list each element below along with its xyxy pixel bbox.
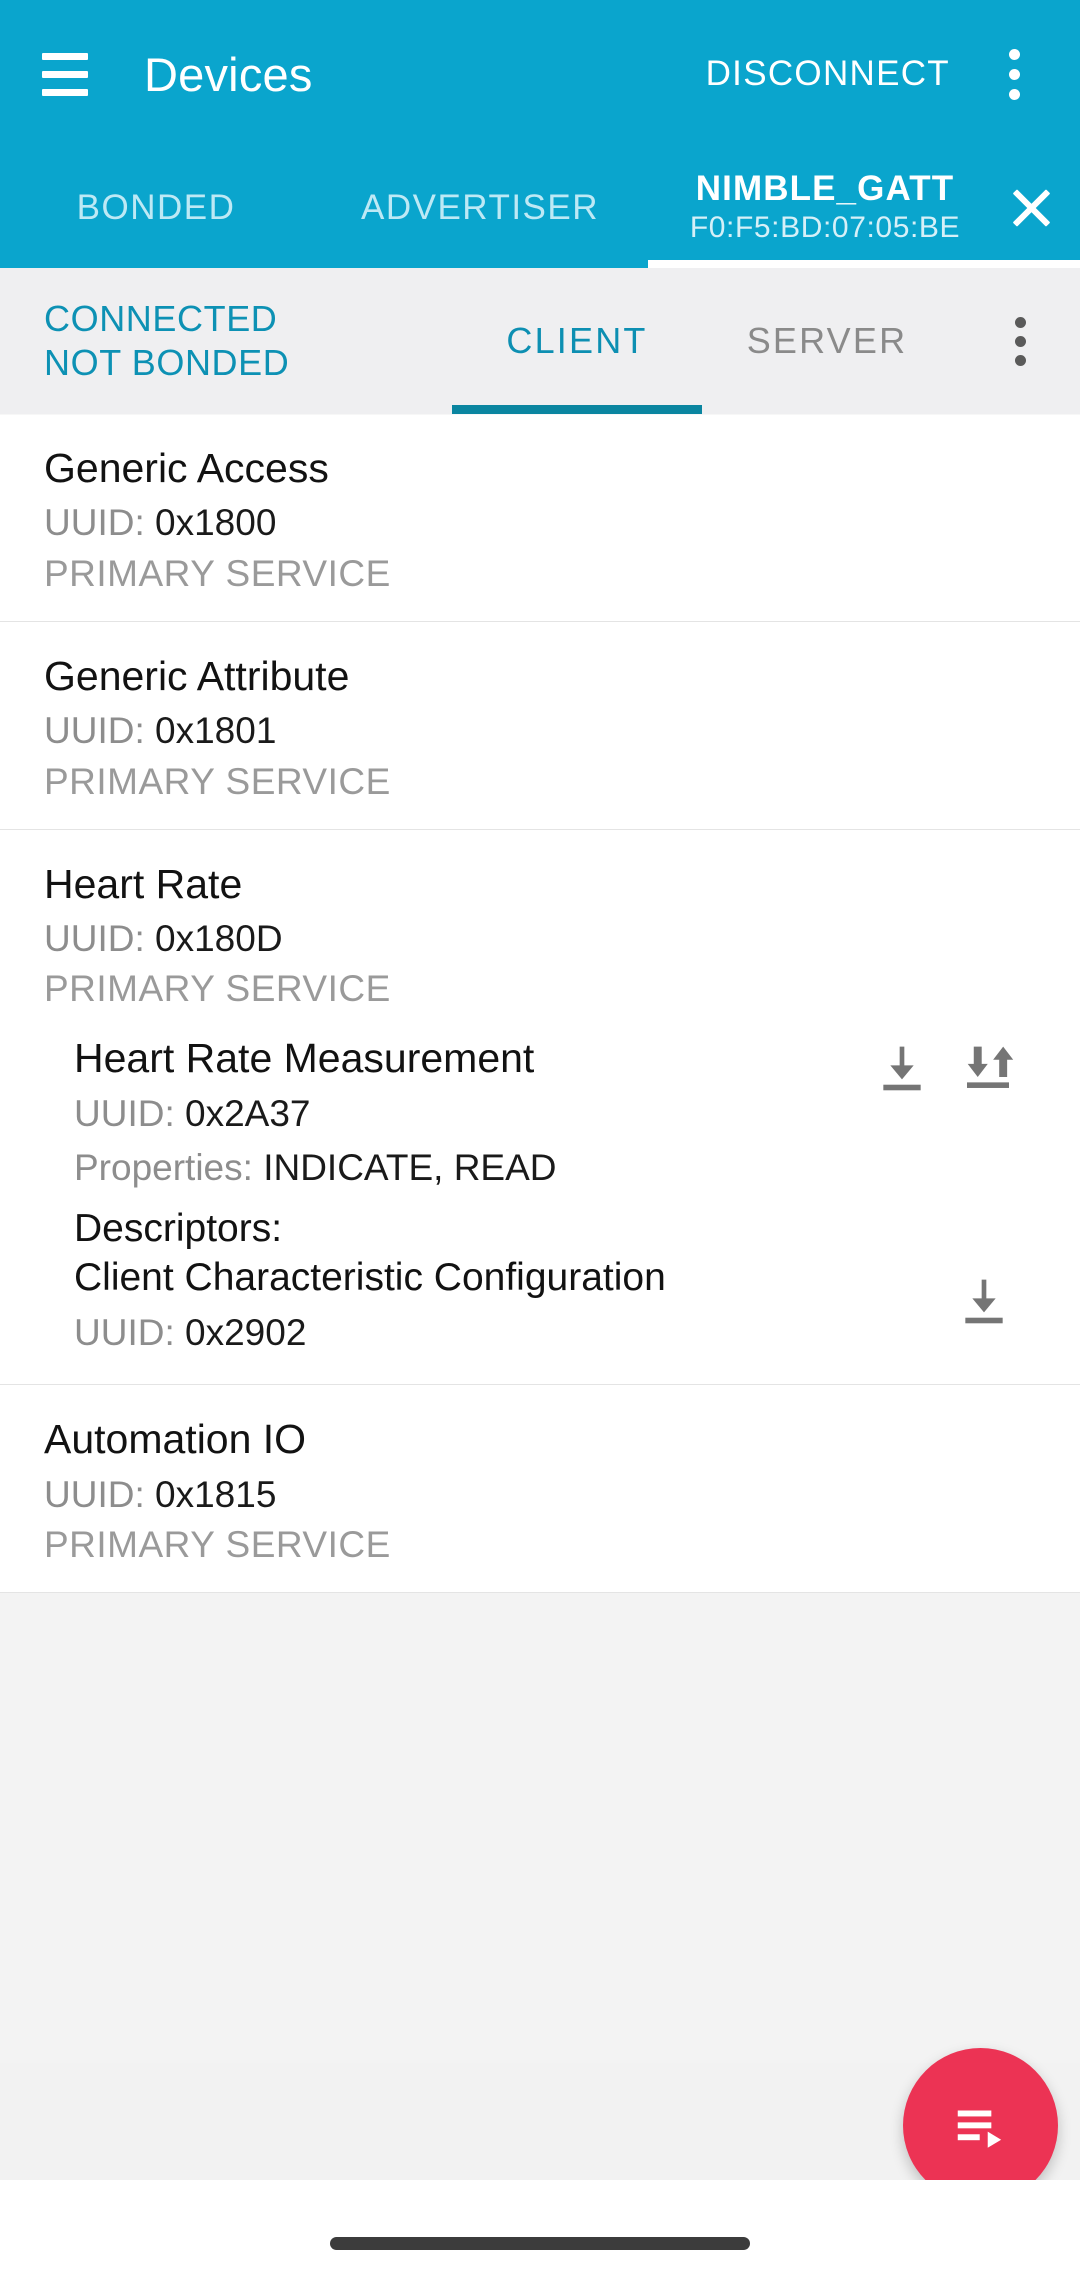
connection-state-label: CONNECTED (44, 298, 278, 340)
service-uuid-value: 0x180D (155, 918, 283, 960)
uuid-label: UUID: (44, 1473, 145, 1515)
bond-state-label: NOT BONDED (44, 342, 290, 383)
uuid-label: UUID: (44, 502, 145, 544)
uuid-label: UUID: (44, 918, 145, 960)
service-name: Generic Attribute (44, 652, 350, 699)
device-tab-texts: NIMBLE_GATT F0:F5:BD:07:05:BE (662, 169, 988, 245)
more-vert-icon[interactable] (976, 36, 1052, 112)
tab-server[interactable]: SERVER (746, 320, 908, 361)
hamburger-line (42, 52, 88, 60)
download-icon[interactable] (956, 1275, 1012, 1331)
app-bar-top-row: Devices DISCONNECT (0, 0, 1080, 148)
dot (1008, 68, 1020, 80)
descriptor-name: Client Characteristic Configuration (74, 1256, 666, 1300)
characteristic-uuid-value: 0x2A37 (185, 1092, 311, 1134)
uuid-label: UUID: (44, 710, 145, 752)
descriptor-uuid-value: 0x2902 (185, 1312, 307, 1354)
device-tab-bar: BONDED ADVERTISER NIMBLE_GATT F0:F5:BD:0… (0, 148, 1080, 268)
client-server-tab-indicator (452, 405, 702, 414)
service-uuid-row: UUID: 0x1800 (44, 498, 1036, 548)
app-bar: Devices DISCONNECT BONDED ADVERTISER NIM… (0, 0, 1080, 268)
dot (1008, 48, 1020, 60)
download-icon[interactable] (874, 1042, 930, 1098)
characteristic-properties-row: Properties: INDICATE, READ (74, 1143, 874, 1193)
hamburger-menu-icon[interactable] (28, 37, 102, 111)
descriptor-texts: Client Characteristic Configuration UUID… (74, 1253, 956, 1358)
characteristic-name: Heart Rate Measurement (74, 1035, 535, 1082)
tab-bonded-label: BONDED (76, 188, 236, 227)
gesture-nav-pill[interactable] (330, 2237, 750, 2250)
more-vert-icon[interactable] (984, 305, 1056, 377)
descriptor-uuid-row: UUID: 0x2902 (74, 1308, 956, 1358)
device-tab-indicator (648, 260, 1080, 268)
device-tab-address: F0:F5:BD:07:05:BE (689, 210, 961, 244)
service-type: PRIMARY SERVICE (44, 760, 391, 802)
tab-bonded[interactable]: BONDED (0, 148, 312, 268)
connection-status: CONNECTED NOT BONDED (0, 297, 289, 385)
system-navigation-bar (0, 2180, 1080, 2288)
service-uuid-value: 0x1815 (155, 1473, 277, 1515)
characteristic-header: Heart Rate Measurement UUID: 0x2A37 Prop… (74, 1032, 1036, 1193)
service-uuid-value: 0x1801 (155, 710, 277, 752)
empty-list-area (0, 1593, 1080, 2064)
uuid-label: UUID: (74, 1312, 175, 1354)
service-item[interactable]: Generic Attribute UUID: 0x1801 PRIMARY S… (0, 621, 1080, 830)
service-uuid-row: UUID: 0x180D (44, 914, 1036, 964)
service-item-expanded[interactable]: Heart Rate UUID: 0x180D PRIMARY SERVICE … (0, 829, 1080, 1386)
service-type: PRIMARY SERVICE (44, 552, 391, 594)
service-type: PRIMARY SERVICE (44, 1524, 391, 1566)
dot (1014, 316, 1026, 328)
tab-advertiser-label: ADVERTISER (360, 188, 600, 227)
descriptors-label: Descriptors: (74, 1207, 283, 1251)
page-title: Devices (144, 47, 313, 101)
tab-device-nimble-gatt[interactable]: NIMBLE_GATT F0:F5:BD:07:05:BE (648, 148, 1080, 268)
client-server-tab-bar: CLIENT SERVER (452, 268, 952, 414)
characteristic-properties-value: INDICATE, READ (263, 1147, 557, 1189)
characteristic-texts: Heart Rate Measurement UUID: 0x2A37 Prop… (74, 1032, 874, 1193)
service-uuid-row: UUID: 0x1801 (44, 706, 1036, 756)
hamburger-line (42, 88, 88, 96)
service-type: PRIMARY SERVICE (44, 968, 391, 1010)
notify-indicate-arrows-icon[interactable] (960, 1042, 1016, 1098)
service-uuid-row: UUID: 0x1815 (44, 1470, 1036, 1520)
gatt-service-list: Generic Access UUID: 0x1800 PRIMARY SERV… (0, 414, 1080, 1594)
dot (1008, 88, 1020, 100)
properties-label: Properties: (74, 1147, 253, 1189)
service-name: Heart Rate (44, 860, 243, 907)
uuid-label: UUID: (74, 1092, 175, 1134)
disconnect-button[interactable]: DISCONNECT (705, 54, 950, 93)
hamburger-line (42, 70, 88, 78)
macro-fab-button[interactable] (903, 2048, 1058, 2203)
dot (1014, 335, 1026, 347)
characteristic-item[interactable]: Heart Rate Measurement UUID: 0x2A37 Prop… (44, 1010, 1036, 1358)
descriptor-actions (956, 1253, 1036, 1331)
tab-advertiser[interactable]: ADVERTISER (312, 148, 648, 268)
service-item[interactable]: Generic Access UUID: 0x1800 PRIMARY SERV… (0, 414, 1080, 622)
tab-client[interactable]: CLIENT (506, 320, 648, 361)
service-name: Automation IO (44, 1416, 307, 1463)
service-uuid-value: 0x1800 (155, 502, 277, 544)
playlist-play-icon (957, 2110, 1001, 2148)
service-name: Generic Access (44, 445, 329, 491)
service-item[interactable]: Automation IO UUID: 0x1815 PRIMARY SERVI… (0, 1385, 1080, 1594)
close-icon[interactable] (988, 165, 1074, 251)
characteristic-uuid-row: UUID: 0x2A37 (74, 1089, 874, 1139)
characteristic-actions (874, 1032, 1036, 1098)
descriptor-item[interactable]: Client Characteristic Configuration UUID… (74, 1253, 1036, 1358)
device-tab-name: NIMBLE_GATT (695, 169, 955, 209)
connection-status-bar: CONNECTED NOT BONDED CLIENT SERVER (0, 268, 1080, 414)
dot (1014, 354, 1026, 366)
